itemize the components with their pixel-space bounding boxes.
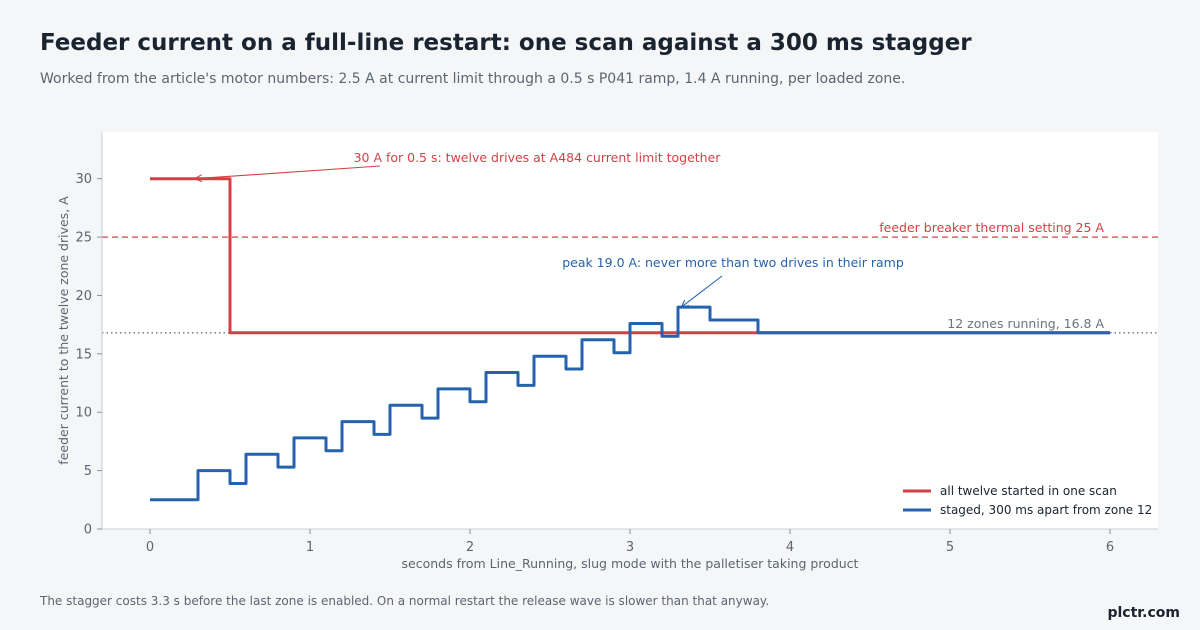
reference-label-breaker: feeder breaker thermal setting 25 A [879,220,1104,235]
reference-label-running: 12 zones running, 16.8 A [947,316,1104,331]
y-tick-label: 25 [75,231,92,246]
series-line-staged [150,305,1110,502]
y-axis-label: feeder current to the twelve zone drives… [56,196,71,465]
x-tick-label: 6 [1106,540,1114,555]
x-tick-label: 4 [786,540,794,555]
annotation-arrowhead [193,174,203,183]
annotation-text-staged-peak: peak 19.0 A: never more than two drives … [562,255,904,270]
x-axis-label: seconds from Line_Running, slug mode wit… [402,556,859,571]
footnote: The stagger costs 3.3 s before the last … [40,594,770,608]
y-tick-label: 30 [75,172,92,187]
series-line-all-at-once [150,177,1110,335]
brand-logo[interactable]: plctr.com [1107,605,1180,621]
x-tick-label: 3 [626,540,634,555]
annotation-arrowhead [680,299,690,308]
x-tick-label: 1 [306,540,314,555]
y-tick-label: 20 [75,289,92,304]
annotation-arrow-one-scan [194,165,381,180]
annotation-arrow-staged-peak [680,275,723,308]
x-tick-label: 2 [466,540,474,555]
page-title: Feeder current on a full-line restart: o… [40,30,972,56]
y-tick-label: 5 [84,464,92,479]
y-tick-label: 15 [75,347,92,362]
x-tick-label: 0 [146,540,154,555]
annotation-text-one-scan: 30 A for 0.5 s: twelve drives at A484 cu… [354,150,722,165]
y-tick-label: 10 [75,406,92,421]
legend-label-staged: staged, 300 ms apart from zone 12 [940,503,1152,517]
legend-label-all: all twelve started in one scan [940,484,1117,498]
page-subtitle: Worked from the article's motor numbers:… [40,71,906,87]
y-tick-label: 0 [84,523,92,538]
x-tick-label: 5 [946,540,954,555]
